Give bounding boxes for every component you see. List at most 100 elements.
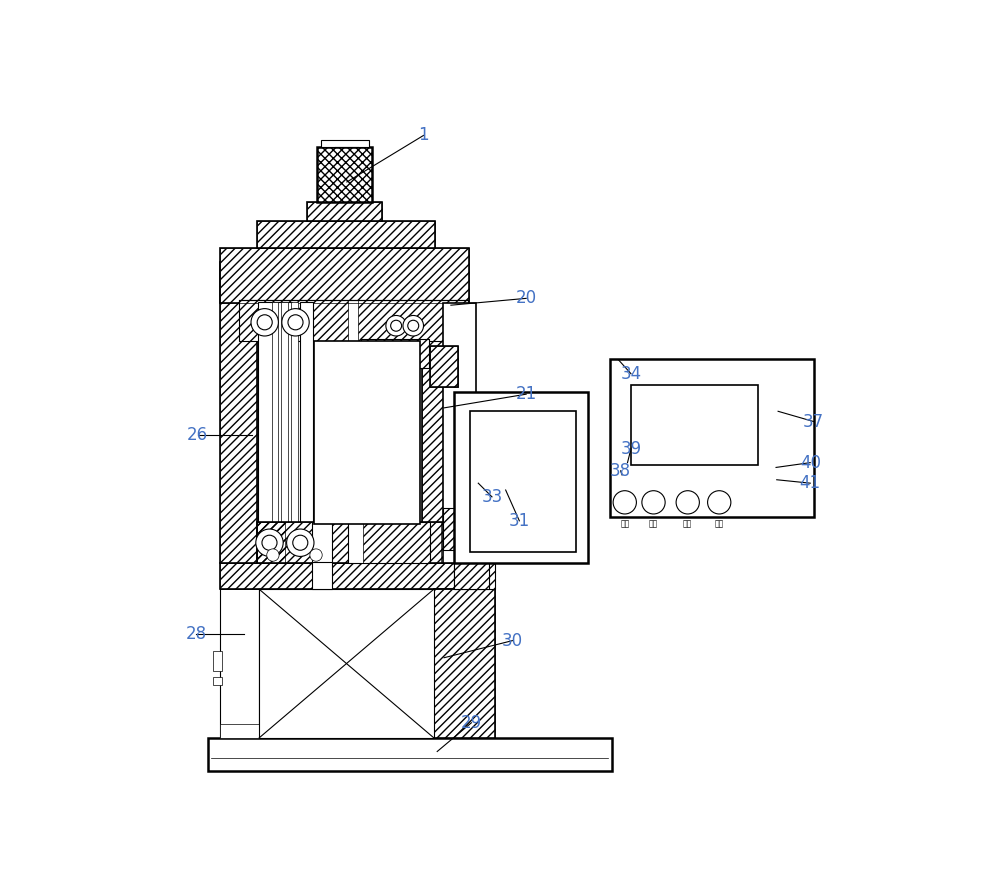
Circle shape (287, 529, 314, 557)
Bar (257, 522, 285, 564)
Bar (443, 303, 476, 564)
Bar (220, 564, 493, 589)
Bar (454, 392, 588, 564)
Bar (239, 300, 348, 341)
Circle shape (402, 348, 413, 358)
Bar (443, 509, 484, 549)
Bar (220, 725, 259, 738)
Bar (317, 147, 372, 202)
Circle shape (262, 535, 277, 550)
Bar (422, 303, 469, 564)
Bar (363, 522, 430, 564)
Text: 34: 34 (620, 364, 641, 382)
Circle shape (708, 491, 731, 514)
Text: 28: 28 (186, 625, 207, 643)
Bar (441, 522, 468, 564)
Circle shape (642, 491, 665, 514)
Text: 正转: 正转 (620, 519, 629, 528)
Bar (314, 340, 420, 525)
Bar (454, 564, 495, 589)
Circle shape (676, 491, 699, 514)
Bar (610, 358, 814, 517)
Bar (454, 562, 489, 589)
Bar (291, 301, 298, 545)
Bar (307, 202, 382, 221)
Bar (430, 347, 458, 388)
Bar (312, 522, 332, 564)
Circle shape (403, 316, 424, 336)
Bar (257, 221, 435, 248)
Circle shape (408, 320, 419, 332)
Bar (213, 651, 222, 671)
Circle shape (256, 529, 283, 557)
Circle shape (386, 316, 406, 336)
Text: 1: 1 (418, 126, 429, 144)
Bar (358, 300, 468, 341)
Bar (208, 738, 612, 771)
Circle shape (310, 549, 322, 561)
Bar (312, 562, 332, 589)
Bar (454, 549, 482, 564)
Bar (434, 589, 495, 738)
Bar (348, 522, 430, 564)
Polygon shape (259, 589, 434, 738)
Circle shape (282, 308, 309, 336)
Bar (454, 564, 495, 589)
Text: 40: 40 (800, 453, 821, 472)
Bar (258, 301, 292, 545)
Circle shape (613, 491, 636, 514)
Bar (220, 564, 493, 589)
Text: 停止: 停止 (683, 519, 692, 528)
Bar (257, 522, 469, 564)
Circle shape (369, 348, 380, 358)
Circle shape (397, 342, 419, 364)
Text: 复位: 复位 (715, 519, 724, 528)
Bar (470, 412, 576, 551)
Circle shape (251, 308, 278, 336)
Circle shape (288, 315, 303, 330)
Bar (272, 301, 278, 545)
Text: 反转: 反转 (649, 519, 658, 528)
Bar (317, 147, 372, 202)
Bar (454, 549, 482, 564)
Bar (220, 570, 259, 738)
Text: 38: 38 (610, 462, 631, 480)
Text: 30: 30 (502, 631, 523, 650)
Bar (631, 385, 758, 465)
Text: 29: 29 (461, 714, 482, 732)
Circle shape (257, 315, 272, 330)
Bar (361, 340, 429, 368)
Circle shape (363, 342, 385, 364)
Bar (454, 562, 489, 589)
Bar (220, 573, 259, 589)
Text: 41: 41 (800, 474, 821, 493)
Bar (281, 301, 288, 545)
Bar (300, 301, 313, 545)
Bar (363, 522, 469, 564)
Bar (239, 300, 468, 341)
Text: 26: 26 (187, 426, 208, 444)
Text: 39: 39 (620, 440, 641, 458)
Bar (213, 677, 222, 685)
Bar (220, 262, 257, 564)
Text: 37: 37 (803, 412, 824, 430)
Text: 21: 21 (516, 385, 537, 404)
Bar (220, 262, 257, 564)
Bar (434, 589, 495, 738)
Text: 31: 31 (509, 512, 530, 530)
Bar (257, 221, 435, 248)
Bar (257, 522, 365, 564)
Bar (430, 347, 458, 388)
Circle shape (293, 535, 308, 550)
Bar (422, 303, 469, 564)
Circle shape (267, 549, 279, 561)
Bar (220, 248, 469, 303)
Bar (307, 202, 382, 221)
Text: 20: 20 (516, 289, 537, 308)
Bar (220, 248, 469, 303)
Bar (443, 509, 484, 549)
Bar (321, 140, 369, 147)
Bar (361, 340, 429, 368)
Text: 33: 33 (481, 488, 503, 506)
Circle shape (391, 320, 402, 332)
